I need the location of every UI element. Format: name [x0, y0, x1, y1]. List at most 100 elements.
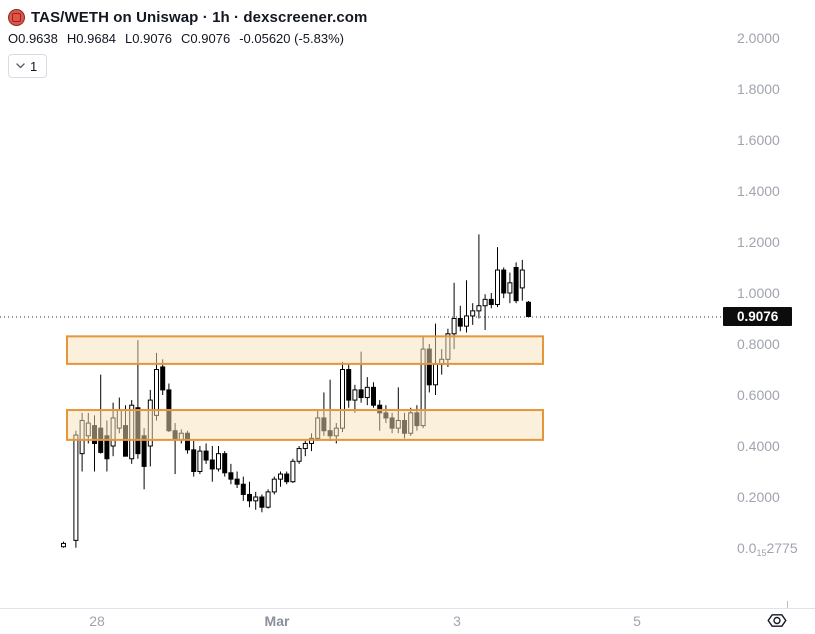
chart-legend: TAS/WETH on Uniswap · 1h · dexscreener.c…: [8, 7, 368, 78]
candle-body-up: [197, 450, 203, 473]
candle-body-up: [364, 386, 370, 399]
candle-body-up: [464, 315, 469, 327]
candle-body-up: [476, 305, 482, 312]
price-scale-label: 0.2000: [737, 489, 780, 505]
candle: [457, 305, 463, 332]
ohlc-change: -0.05620 (-5.83%): [239, 31, 344, 46]
candle-body-down: [284, 473, 290, 483]
candle: [191, 440, 197, 477]
price-scale-label: 0.4000: [737, 438, 780, 454]
candle: [253, 491, 259, 510]
ohlc-item-o: O0.9638: [8, 31, 58, 46]
candle: [488, 293, 494, 309]
demand-zone-rect[interactable]: [66, 409, 544, 441]
candle-body-down: [457, 318, 463, 327]
candle: [209, 446, 215, 482]
candle: [197, 446, 203, 475]
eye-icon[interactable]: [765, 611, 789, 630]
candle: [160, 359, 166, 395]
price-scale-label: 0.0152775: [737, 540, 798, 558]
candle-body-down: [191, 449, 197, 473]
candle-body-up: [470, 310, 476, 317]
interval-label: 1: [30, 58, 38, 74]
price-scale-label: 1.0000: [737, 285, 780, 301]
candle: [216, 446, 221, 472]
candle-body-up: [433, 363, 438, 386]
candle: [247, 481, 252, 508]
candle-body-down: [247, 493, 252, 502]
candle-body-up: [73, 434, 79, 541]
price-scale-label: 0.8000: [737, 336, 780, 352]
ohlc-item-c: C0.9076: [181, 31, 231, 46]
candle-body-up: [61, 542, 66, 548]
candle-body-up: [507, 282, 513, 294]
candle: [259, 494, 265, 513]
price-scale-label: 1.2000: [737, 234, 780, 250]
candle-body-up: [495, 269, 500, 305]
candle: [302, 440, 308, 457]
ohlc-item-l: L0.9076: [125, 31, 173, 46]
time-scale-separator: [0, 608, 815, 609]
candle-body-down: [513, 267, 519, 302]
candle-body-up: [216, 453, 221, 470]
candle: [73, 430, 79, 548]
candle-body-up: [519, 269, 525, 289]
candle-body-up: [278, 473, 283, 480]
candle: [296, 446, 302, 464]
time-scale-label-mar: Mar: [264, 613, 290, 629]
candle-body-down: [488, 298, 494, 305]
price-scale-label: 1.6000: [737, 132, 780, 148]
candle: [513, 262, 519, 304]
candle: [507, 272, 513, 304]
candle-body-up: [482, 298, 488, 307]
price-scale-label: 0.6000: [737, 387, 780, 403]
candle: [228, 463, 234, 485]
candle: [278, 471, 283, 487]
candle-body-up: [302, 442, 308, 450]
dexscreener-token-logo-icon: [8, 8, 25, 26]
candle-body-down: [228, 472, 234, 480]
current-price-badge: 0.9076: [723, 307, 792, 327]
candle-body-down: [358, 389, 364, 399]
candle: [346, 364, 352, 408]
candle-body-down: [240, 483, 246, 495]
supply-zone-rect[interactable]: [66, 335, 544, 365]
candle-body-up: [296, 448, 302, 462]
price-scale-label: 1.8000: [737, 81, 780, 97]
candle-body-up: [154, 369, 159, 416]
candle: [476, 234, 482, 319]
ohlc-item-h: H0.9684: [66, 31, 117, 46]
candle: [519, 259, 525, 301]
candle: [284, 471, 290, 485]
candle-body-up: [253, 496, 259, 502]
candle-body-up: [290, 460, 296, 483]
candle-body-down: [346, 369, 352, 401]
candle: [495, 247, 500, 308]
candle: [203, 443, 209, 464]
candle: [526, 301, 531, 318]
candle: [501, 267, 507, 299]
candle-body-down: [501, 269, 507, 294]
candle: [482, 294, 488, 330]
candle-body-up: [265, 491, 271, 508]
candle-body-down: [209, 459, 215, 470]
candle-body-down: [222, 453, 228, 474]
time-scale-edge-tick: [787, 601, 788, 608]
candle-body-up: [451, 318, 457, 335]
candle-body-up: [352, 389, 358, 401]
candle: [240, 476, 246, 501]
candle-body-down: [526, 301, 531, 318]
symbol-title: TAS/WETH on Uniswap · 1h · dexscreener.c…: [31, 8, 368, 26]
candle: [234, 471, 240, 489]
interval-dropdown-button[interactable]: 1: [8, 54, 48, 78]
candle: [265, 489, 271, 509]
candle-body-down: [371, 386, 376, 406]
candle-body-down: [160, 366, 166, 391]
candle-body-down: [259, 496, 265, 508]
candle: [271, 476, 277, 495]
candle: [352, 384, 358, 413]
candle-body-up: [271, 478, 277, 493]
ohlc-readout: O0.9638 H0.9684 L0.9076 C0.9076 -0.05620 (-5…: [8, 31, 368, 46]
